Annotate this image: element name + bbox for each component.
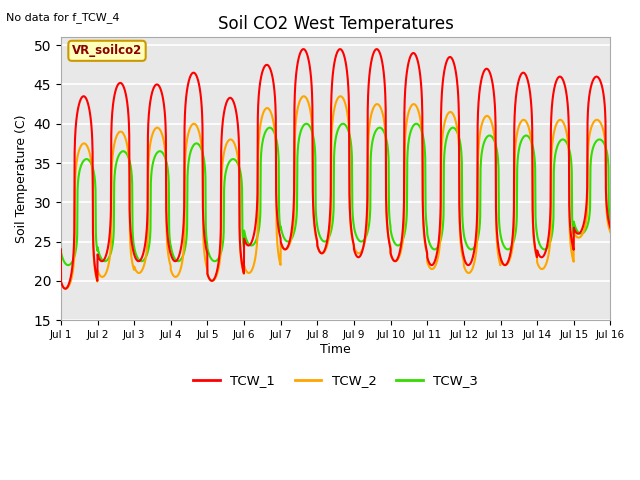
X-axis label: Time: Time: [320, 343, 351, 356]
TCW_3: [276, 221, 284, 227]
TCW_1: [167, 251, 175, 257]
TCW_1: [57, 247, 65, 252]
TCW_3: [303, 121, 310, 127]
TCW_1: [300, 46, 307, 52]
Line: TCW_3: TCW_3: [61, 124, 611, 265]
TCW_2: [57, 286, 65, 291]
TCW_1: [276, 232, 284, 238]
TCW_3: [582, 227, 589, 232]
TCW_3: [391, 240, 399, 246]
Legend: TCW_1, TCW_2, TCW_3: TCW_1, TCW_2, TCW_3: [188, 369, 483, 393]
Line: TCW_2: TCW_2: [61, 96, 611, 288]
TCW_3: [607, 219, 614, 225]
Text: VR_soilco2: VR_soilco2: [72, 44, 142, 57]
TCW_2: [166, 263, 174, 268]
TCW_3: [57, 235, 65, 240]
TCW_1: [582, 208, 589, 214]
TCW_1: [391, 258, 399, 264]
TCW_2: [390, 258, 398, 264]
TCW_2: [276, 258, 284, 264]
TCW_3: [239, 241, 247, 247]
TCW_2: [300, 94, 308, 99]
TCW_1: [607, 225, 614, 230]
TCW_2: [607, 229, 614, 235]
TCW_1: [321, 246, 329, 252]
Line: TCW_1: TCW_1: [61, 49, 611, 288]
Text: No data for f_TCW_4: No data for f_TCW_4: [6, 12, 120, 23]
TCW_3: [65, 262, 72, 268]
TCW_3: [167, 243, 175, 249]
TCW_1: [239, 268, 247, 274]
TCW_1: [61, 286, 69, 291]
TCW_3: [321, 239, 329, 244]
TCW_2: [239, 268, 247, 274]
Title: Soil CO2 West Temperatures: Soil CO2 West Temperatures: [218, 15, 454, 33]
Y-axis label: Soil Temperature (C): Soil Temperature (C): [15, 114, 28, 243]
TCW_2: [582, 221, 589, 227]
TCW_2: [321, 248, 329, 253]
